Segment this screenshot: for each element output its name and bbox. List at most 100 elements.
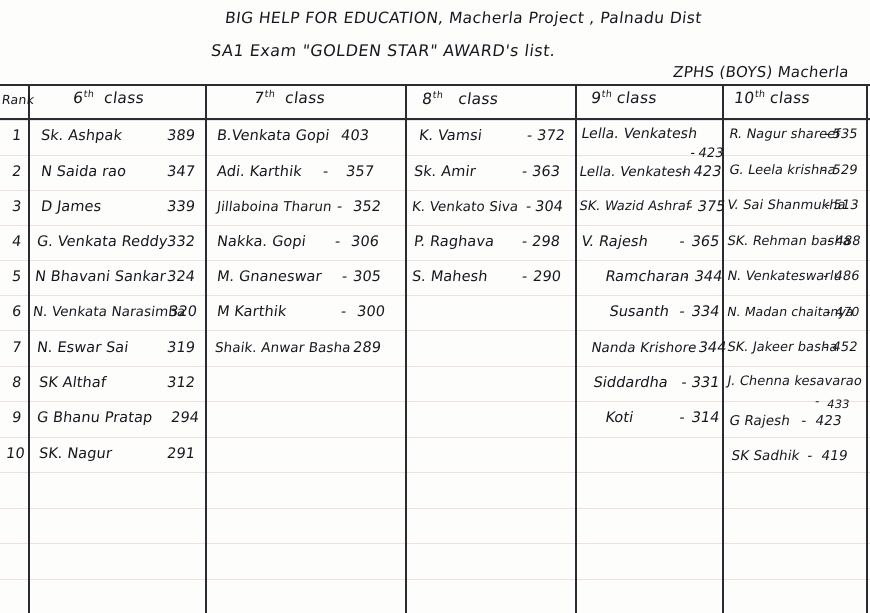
rank-value: 2 <box>11 164 23 180</box>
organization-title-text: BIG HELP FOR EDUCATION, Macherla Project… <box>224 9 703 27</box>
student-score: 312 <box>166 375 196 391</box>
table-row: G. Venkata Reddy <box>36 234 168 250</box>
student-name: SK Sadhik <box>730 448 801 464</box>
class6-word: class <box>103 89 146 108</box>
column-header-rank-label: Rank <box>1 92 36 107</box>
score-dash: - <box>806 448 814 464</box>
score-dash: - <box>336 199 344 215</box>
table-row: G Bhanu Pratap <box>36 410 154 426</box>
table-row: Lella. Venkatesh <box>578 164 693 180</box>
student-score: 347 <box>166 164 196 180</box>
score-dash: - <box>526 128 534 144</box>
ruled-line <box>0 225 870 226</box>
student-name: S. Mahesh <box>411 269 489 285</box>
student-name: Koti <box>604 410 635 426</box>
table-row: Lella. Venkatesh <box>580 126 699 142</box>
student-score: 290 <box>532 269 562 285</box>
student-score: 372 <box>536 128 566 144</box>
score-dash: - <box>322 164 330 180</box>
score-dash: - <box>678 410 687 426</box>
student-score: 433 <box>826 397 851 411</box>
student-score: 488 <box>834 234 862 249</box>
student-score: 363 <box>531 164 561 180</box>
score-dash: - <box>340 304 348 320</box>
student-score: 419 <box>820 448 849 464</box>
student-score: 529 <box>831 163 859 178</box>
column-header-class9: 9th class <box>590 89 658 108</box>
student-name: Nanda Krishore <box>590 340 698 356</box>
column-header-class6: 6th class <box>72 89 146 108</box>
table-row: D James <box>40 199 102 215</box>
student-name: N Saida rao <box>40 164 128 180</box>
column-header-class10: 10th class <box>733 89 812 108</box>
table-row: N Bhavani Sankar <box>34 269 167 285</box>
student-score: 298 <box>531 234 561 250</box>
student-score: 305 <box>352 269 382 285</box>
student-name: Nakka. Gopi <box>216 234 307 250</box>
ruled-line <box>0 437 870 438</box>
class10-ordinal-suffix: th <box>754 89 766 100</box>
table-row: G Rajesh <box>728 413 791 429</box>
table-row: Jillaboina Tharun <box>216 199 333 215</box>
student-name: K. Venkato Siva <box>411 199 520 215</box>
student-name: N Bhavani Sankar <box>34 269 167 285</box>
rank-value: 5 <box>11 269 23 285</box>
student-name: G Bhanu Pratap <box>36 410 154 426</box>
student-score: 331 <box>690 375 721 391</box>
student-name: B.Venkata Gopi <box>216 128 331 144</box>
table-row: M Karthik <box>216 304 287 320</box>
student-name: Lella. Venkatesh <box>578 164 693 180</box>
score-dash: - <box>689 146 697 161</box>
table-row: Koti <box>604 410 635 426</box>
student-score: 423 <box>697 146 725 161</box>
ruled-line <box>0 366 870 367</box>
table-row: Sk. Ashpak <box>40 128 123 144</box>
score-dash: - <box>678 304 687 320</box>
table-row: Nakka. Gopi <box>216 234 307 250</box>
ruled-line <box>0 190 870 191</box>
student-name: SK. Wazid Ashraf <box>578 199 692 214</box>
column-header-class8: 8th class <box>421 90 500 109</box>
table-row: Adi. Karthik <box>216 164 303 180</box>
table-row: N Saida rao <box>40 164 128 180</box>
organization-title: BIG HELP FOR EDUCATION, Macherla Project… <box>224 9 703 27</box>
rank-value: 8 <box>11 375 23 391</box>
student-name: Sk. Amir <box>413 164 477 180</box>
column-divider-rank <box>28 84 30 613</box>
student-name: K. Vamsi <box>418 128 483 144</box>
rank-value: 9 <box>11 410 23 426</box>
ruled-line <box>0 472 870 473</box>
table-row: B.Venkata Gopi <box>216 128 331 144</box>
class8-word: class <box>457 90 500 109</box>
ruled-line <box>0 401 870 402</box>
student-name: P. Raghava <box>413 234 496 250</box>
student-score: 344 <box>693 269 724 285</box>
student-score: 324 <box>166 269 196 285</box>
score-dash: - <box>521 164 529 180</box>
student-score: 365 <box>690 234 721 250</box>
student-score: 344 <box>697 340 728 356</box>
exam-award-subtitle-text: SA1 Exam "GOLDEN STAR" AWARD's list. <box>210 41 557 60</box>
student-score: 334 <box>690 304 721 320</box>
rank-value: 10 <box>4 446 26 462</box>
score-dash: - <box>525 199 533 215</box>
table-row: SK. Jakeer basha <box>726 340 839 355</box>
rank-value: 7 <box>11 340 23 356</box>
class9-word: class <box>615 89 658 108</box>
table-row: K. Venkato Siva <box>411 199 520 215</box>
table-row: N. Eswar Sai <box>36 340 129 356</box>
student-name: Shaik. Anwar Basha <box>214 340 352 356</box>
table-row: SK. Nagur <box>38 446 113 462</box>
table-row: V. Rajesh <box>580 234 649 250</box>
score-dash: - <box>521 234 529 250</box>
student-score: 375 <box>696 199 727 215</box>
score-dash: - <box>800 413 808 429</box>
ruled-line <box>0 330 870 331</box>
class10-word: class <box>768 89 812 108</box>
student-score: 300 <box>356 304 386 320</box>
ruled-line <box>0 120 870 121</box>
rank-value: 6 <box>11 304 23 320</box>
student-score: 291 <box>166 446 196 462</box>
table-row: S. Mahesh <box>411 269 489 285</box>
